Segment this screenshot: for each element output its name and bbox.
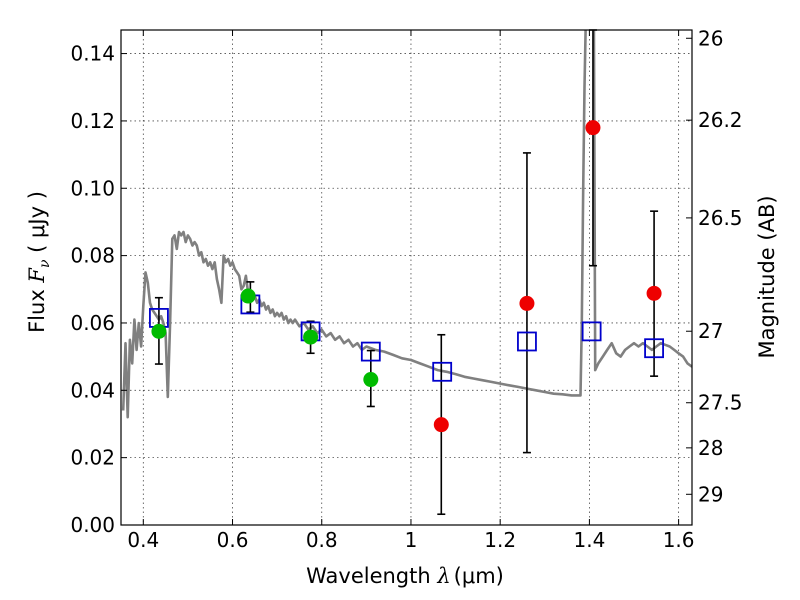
model-flux-square <box>432 361 453 382</box>
photometry-points <box>151 120 662 433</box>
detection-point <box>151 323 167 339</box>
x-tick-label: 0.4 <box>127 528 159 552</box>
nondetection-point <box>433 417 449 433</box>
y2-axis-title: Magnitude (AB) <box>755 195 779 358</box>
y-axis-ticks: 0.00 0.02 0.04 0.06 0.08 0.10 0.12 0.14 <box>70 42 127 537</box>
detection-point <box>240 288 256 304</box>
grid <box>121 30 692 525</box>
nondetection-point <box>585 120 601 136</box>
x-axis-ticks: 0.4 0.6 0.8 1 1.2 1.4 1.6 <box>127 30 695 552</box>
detection-point <box>363 372 379 388</box>
nondetection-point <box>646 285 662 301</box>
nondetection-point <box>519 295 535 311</box>
y-tick-label: 0.14 <box>70 42 115 66</box>
y-tick-label: 0.02 <box>70 446 115 470</box>
model-flux-square <box>517 331 537 352</box>
y-tick-label: 0.12 <box>70 109 115 133</box>
template-spectrum-line <box>121 30 692 419</box>
y-tick-label: 0.10 <box>70 176 115 200</box>
model-flux-square <box>360 341 381 362</box>
model-flux-square <box>644 338 664 359</box>
y-axis-title: Flux Fν ( μJy ) <box>25 191 53 333</box>
y2-tick-label: 26 <box>698 26 723 50</box>
template-spectrum <box>121 30 692 419</box>
x-axis-title: Wavelength λ (μm) <box>306 564 504 588</box>
x-tick-label: 0.6 <box>217 528 249 552</box>
y-tick-label: 0.00 <box>70 513 115 537</box>
x-tick-label: 1.4 <box>573 528 605 552</box>
y-tick-label: 0.08 <box>70 244 115 268</box>
x-tick-label: 1.6 <box>663 528 695 552</box>
y2-tick-label: 27 <box>698 319 723 343</box>
y-tick-label: 0.06 <box>70 311 115 335</box>
y-tick-label: 0.04 <box>70 378 115 402</box>
y2-tick-label: 28 <box>698 436 723 460</box>
x-tick-label: 0.8 <box>306 528 338 552</box>
detection-point <box>303 329 319 345</box>
y2-tick-label: 27.5 <box>698 391 743 415</box>
plot-frame <box>120 29 693 526</box>
model-flux-square <box>581 321 602 342</box>
x-tick-label: 1 <box>405 528 418 552</box>
y2-tick-label: 26.2 <box>698 108 743 132</box>
y2-tick-label: 29 <box>698 482 723 506</box>
y2-tick-label: 26.5 <box>698 206 743 230</box>
model-flux-markers <box>149 294 664 382</box>
x-tick-label: 1.2 <box>484 528 516 552</box>
y2-axis-ticks: 26 26.2 26.5 27 27.5 28 29 <box>686 26 743 506</box>
